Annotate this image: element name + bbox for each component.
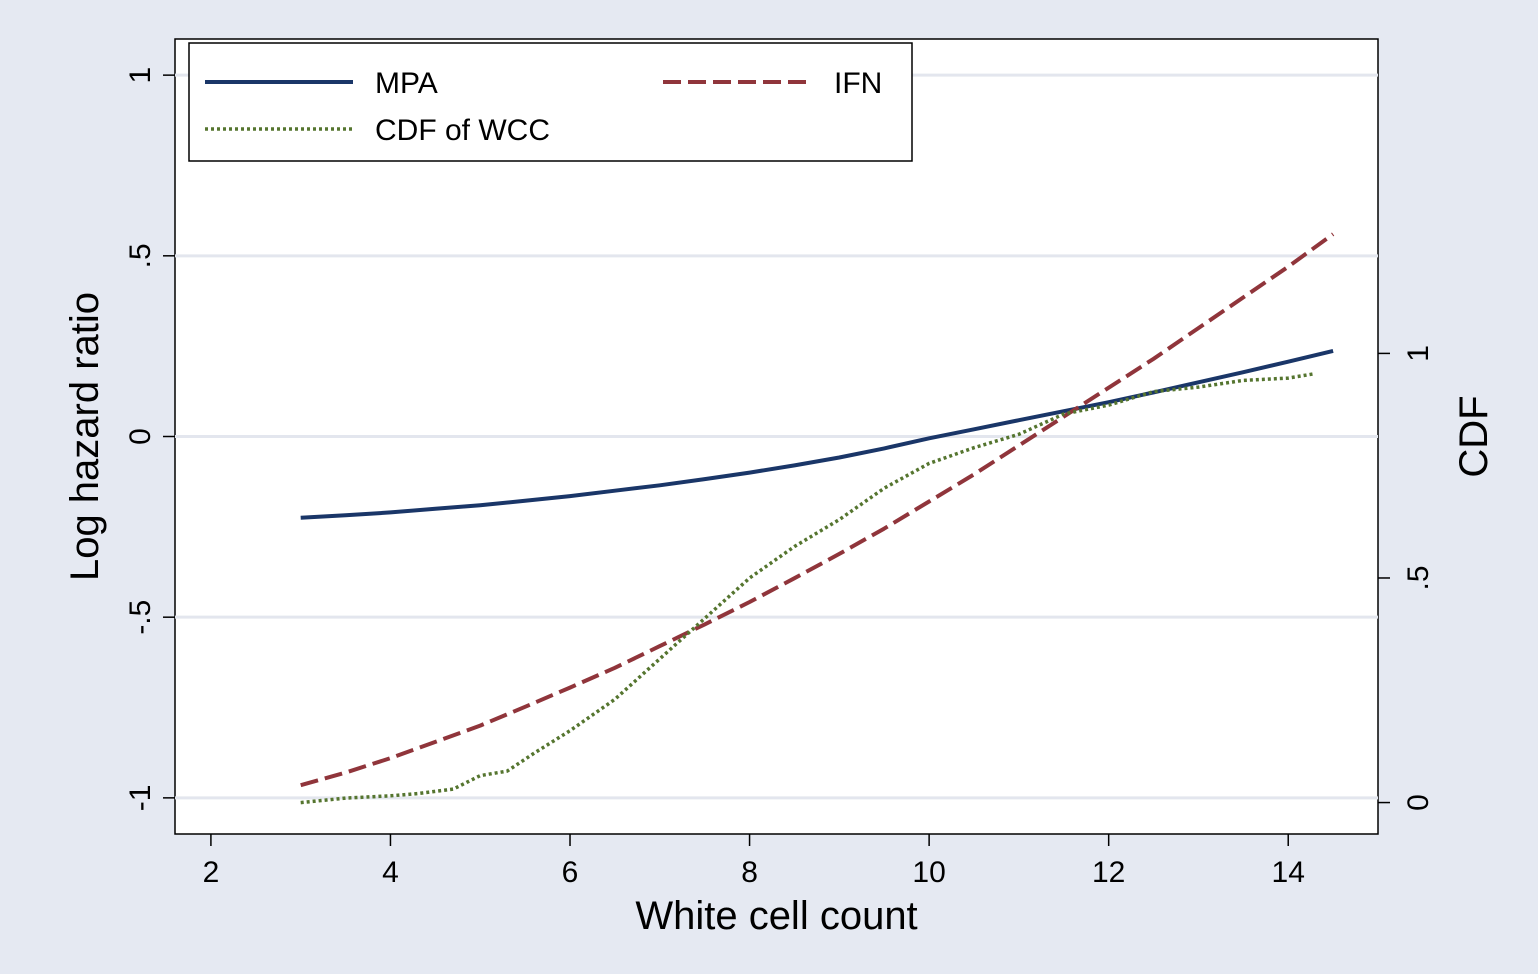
y-tick-label-1: -.5 <box>124 600 157 635</box>
legend-box <box>188 42 913 162</box>
legend: MPA IFN CDF of WCC <box>188 42 913 162</box>
y2-tick-label-2: 1 <box>1402 345 1435 362</box>
x-tick-label-0: 2 <box>203 856 220 889</box>
legend-label-ifn: IFN <box>834 67 882 100</box>
series-line-cdf-of-wcc <box>300 371 1316 805</box>
legend-label-mpa: MPA <box>375 67 438 100</box>
x-axis-title: White cell count <box>635 894 917 938</box>
y-axis-title: Log hazard ratio <box>63 292 107 581</box>
legend-label-cdf-of-wcc: CDF of WCC <box>375 114 550 147</box>
series-lines <box>300 232 1335 805</box>
y-tick-label-4: 1 <box>124 67 157 84</box>
y2-tick-label-0: 0 <box>1402 794 1435 811</box>
y-tick-label-3: .5 <box>124 243 157 268</box>
y2-tick-label-1: .5 <box>1402 565 1435 590</box>
y2-axis-title: CDF <box>1452 395 1496 477</box>
axes: 2 4 6 8 10 12 14-1-.50.510.51 <box>124 67 1435 889</box>
x-tick-label-6: 14 <box>1272 856 1305 889</box>
x-tick-label-5: 12 <box>1092 856 1125 889</box>
x-tick-label-1: 4 <box>382 856 399 889</box>
series-line-ifn <box>300 232 1335 788</box>
x-tick-label-3: 8 <box>741 856 758 889</box>
y-tick-label-2: 0 <box>124 428 157 445</box>
x-tick-label-2: 6 <box>562 856 579 889</box>
y-tick-label-0: -1 <box>124 785 157 812</box>
x-tick-label-4: 10 <box>912 856 945 889</box>
